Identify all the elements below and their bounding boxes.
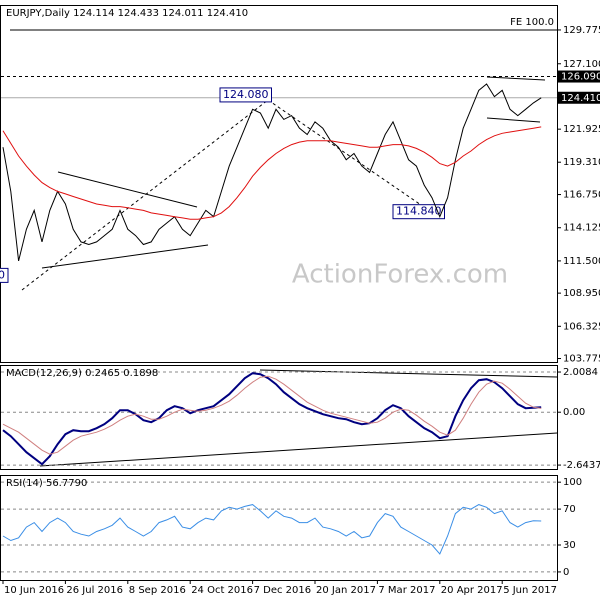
x-tick-label: 20 Jan 2017 [316, 585, 376, 596]
y-tick-label: 106.325 [563, 321, 600, 332]
panel-title: MACD(12,26,9) 0.2465 0.1898 [6, 368, 158, 379]
x-tick-label: 20 Apr 2017 [441, 585, 503, 596]
y-tick-label: 0 [563, 567, 569, 578]
annotation-box [392, 204, 445, 220]
annotation-box [0, 267, 9, 283]
x-tick-label: 5 Jun 2017 [503, 585, 557, 596]
series-line [2, 372, 542, 466]
series-line [2, 504, 542, 555]
annotation-label: 124.080 [223, 88, 269, 101]
x-tick-label: 10 Jun 2016 [4, 585, 64, 596]
series-line [2, 83, 542, 262]
rsi-panel [0, 475, 558, 581]
y-tick-label: 103.775 [563, 354, 600, 365]
y-tick-label: 127.100 [563, 59, 600, 70]
y-tick-label: 119.310 [563, 157, 600, 168]
macd-panel [0, 365, 558, 470]
series-line [2, 375, 542, 455]
trend-line [486, 117, 541, 123]
trend-line [39, 432, 558, 467]
y-tick-label: 116.750 [563, 190, 600, 201]
y-tick-label: 108.950 [563, 288, 600, 299]
y-tick-label: -2.6437 [563, 460, 600, 471]
y-tick-label: 70 [563, 504, 576, 515]
price-tag [558, 91, 600, 104]
annotation-label: 114.840 [396, 205, 442, 218]
x-tick-label: 7 Mar 2017 [378, 585, 435, 596]
y-tick-label: 30 [563, 540, 576, 551]
price-tag-label: 124.410 [561, 93, 600, 104]
fe-label: FE 100.0 [510, 17, 554, 28]
trend-line [57, 171, 198, 208]
fib-line [21, 99, 269, 291]
trend-line [259, 369, 558, 378]
x-tick-label: 7 Dec 2016 [254, 585, 312, 596]
panels [0, 5, 558, 581]
panel-title: EURJPY,Daily 124.114 124.433 124.011 124… [6, 8, 248, 19]
y-tick-label: 121.925 [563, 124, 600, 135]
y-tick-label: 114.125 [563, 223, 600, 234]
y-tick-label: 0.00 [563, 407, 585, 418]
y-tick-label: 100 [563, 477, 582, 488]
x-tick-label: 26 Jul 2016 [66, 585, 123, 596]
series-line [2, 126, 542, 220]
fib-line [267, 99, 441, 219]
x-tick-label: 24 Oct 2016 [191, 585, 253, 596]
watermark: ActionForex.com [292, 260, 508, 290]
y-tick-label: 111.500 [563, 256, 600, 267]
x-tick-label: 8 Sep 2016 [129, 585, 186, 596]
trend-line [486, 76, 546, 81]
y-tick-label: 129.775 [563, 25, 600, 36]
trend-line [41, 244, 209, 269]
y-tick-label: 2.0084 [563, 367, 598, 378]
price-tag-label: 126.090 [561, 72, 600, 83]
price-tag [558, 70, 600, 83]
panel-title: RSI(14) 56.7790 [6, 478, 87, 489]
price-panel [0, 5, 558, 363]
annotation-box [219, 87, 272, 103]
annotation-label: 80 [0, 268, 5, 281]
